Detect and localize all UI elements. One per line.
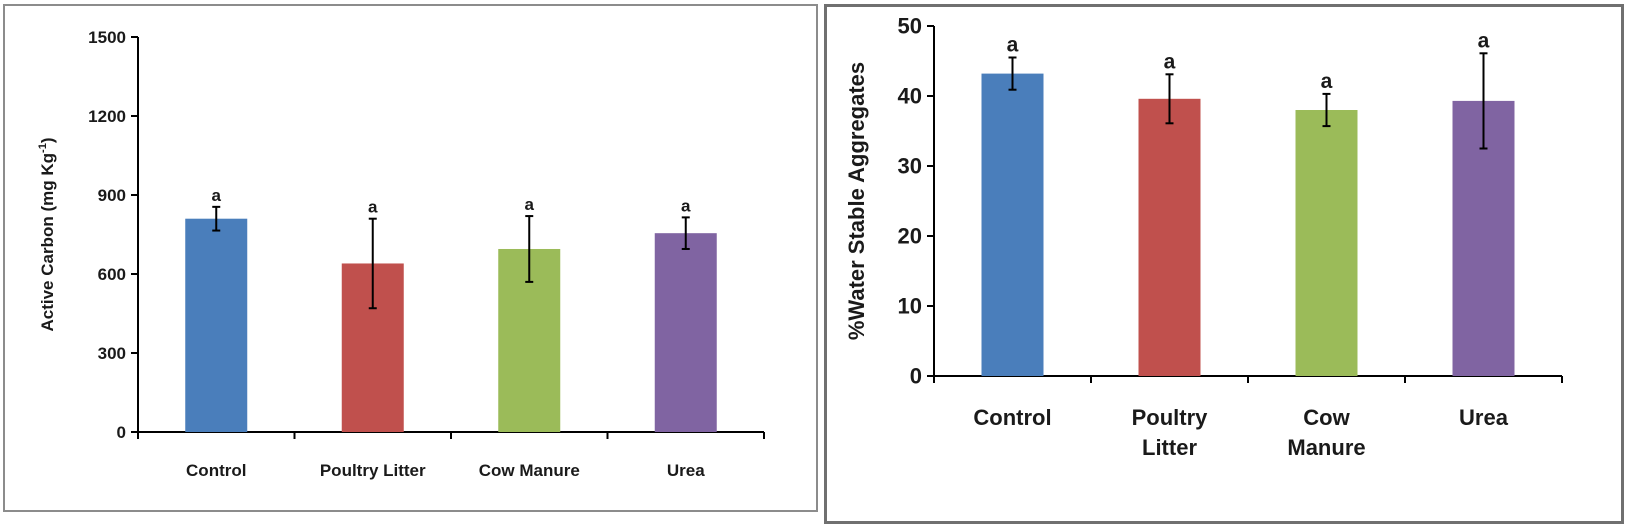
- y-axis-title: %Water Stable Aggregates: [844, 62, 869, 340]
- x-category-label: Urea: [667, 461, 705, 480]
- bar: [654, 233, 717, 432]
- water-stable-aggregates-chart: 0 10 20 30 40 50 a Control a Poultry Litter a Cow Man…: [844, 14, 1563, 460]
- y-tick-label: 10: [898, 294, 922, 319]
- bar: [1295, 110, 1358, 376]
- x-category-label: Manure: [1287, 435, 1365, 460]
- x-category-label: Control: [973, 405, 1051, 430]
- significance-letter: a: [681, 196, 691, 215]
- y-tick-label: 40: [898, 84, 922, 109]
- y-axis-title-main: Active Carbon (mg Kg: [38, 153, 57, 332]
- y-tick-label: 900: [98, 186, 126, 205]
- x-category-label: Urea: [1459, 405, 1509, 430]
- active-carbon-chart: 0 300 600 900 1200 1500 a Control a Poultry Litte…: [37, 28, 765, 480]
- y-axis-title-superscript: -1: [37, 143, 49, 153]
- y-tick-label: 1500: [88, 28, 126, 47]
- x-category-label: Cow: [1303, 405, 1350, 430]
- x-category-label: Control: [186, 461, 246, 480]
- y-tick-label: 300: [98, 344, 126, 363]
- significance-letter: a: [368, 198, 378, 217]
- y-axis-title: Active Carbon (mg Kg-1): [37, 137, 57, 331]
- y-tick-label: 600: [98, 265, 126, 284]
- bar: [1138, 98, 1201, 377]
- significance-letter: a: [1007, 34, 1019, 57]
- y-axis-title-close: ): [38, 137, 57, 143]
- significance-letter: a: [212, 186, 222, 205]
- y-tick-label: 1200: [88, 107, 126, 126]
- bar: [981, 73, 1044, 376]
- water-stable-aggregates-chart-panel: 0 10 20 30 40 50 a Control a Poultry Litter a Cow Man…: [824, 4, 1624, 524]
- x-category-label: Poultry Litter: [320, 461, 426, 480]
- bar: [185, 218, 248, 432]
- x-category-label: Cow Manure: [479, 461, 580, 480]
- y-tick-label: 20: [898, 224, 922, 249]
- x-category-label: Poultry: [1132, 405, 1209, 430]
- y-tick-label: 0: [910, 364, 922, 389]
- significance-letter: a: [1164, 50, 1176, 73]
- significance-letter: a: [525, 195, 535, 214]
- y-tick-label: 0: [117, 423, 126, 442]
- significance-letter: a: [1478, 29, 1490, 52]
- y-tick-label: 30: [898, 154, 922, 179]
- significance-letter: a: [1321, 70, 1333, 93]
- x-category-label: Litter: [1142, 435, 1197, 460]
- y-tick-label: 50: [898, 14, 922, 39]
- active-carbon-chart-panel: 0 300 600 900 1200 1500 a Control a Poultry Litte…: [3, 4, 818, 512]
